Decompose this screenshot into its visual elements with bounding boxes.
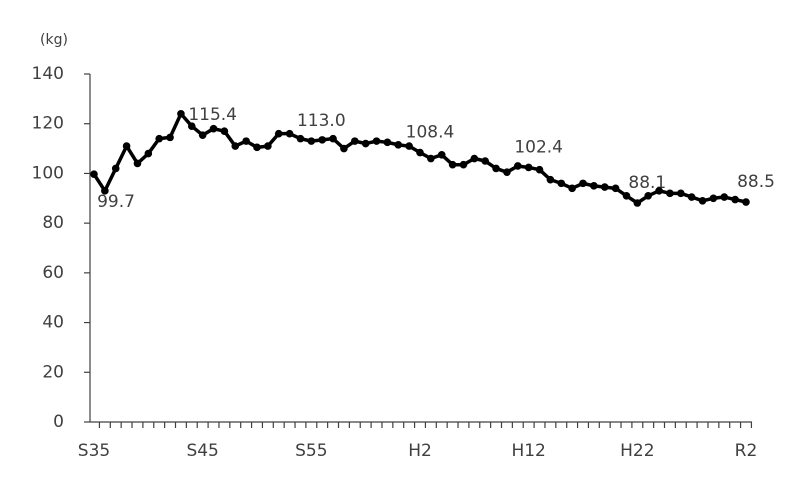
data-label: 108.4 (406, 123, 455, 143)
data-point (492, 164, 500, 173)
data-point (514, 162, 522, 170)
data-point (590, 182, 598, 190)
data-point (427, 154, 435, 163)
data-point (198, 131, 207, 139)
data-label: 88.5 (737, 172, 775, 192)
data-point (405, 142, 413, 150)
data-point (209, 124, 218, 133)
data-point (579, 179, 587, 188)
data-point (264, 142, 272, 150)
x-tick-label: H22 (620, 441, 654, 461)
x-tick-label: H2 (408, 441, 432, 461)
data-label: 99.7 (97, 192, 135, 212)
y-tick-label: 20 (42, 362, 64, 382)
data-point (383, 138, 392, 147)
data-point (144, 149, 153, 158)
data-point (220, 127, 229, 135)
x-tick-label: S35 (78, 441, 110, 461)
data-point (361, 139, 370, 148)
x-tick-label: H12 (511, 441, 545, 461)
y-tick-label: 0 (53, 412, 64, 432)
data-point (677, 189, 685, 198)
data-point (459, 160, 468, 169)
data-point (351, 137, 359, 145)
data-point (687, 193, 696, 201)
data-point (720, 193, 729, 201)
data-point (437, 150, 446, 159)
data-point (394, 141, 403, 149)
data-point (372, 137, 381, 145)
data-point (285, 129, 294, 138)
data-point (90, 170, 98, 178)
data-label: 115.4 (188, 105, 237, 125)
data-point (524, 163, 533, 172)
data-point (546, 175, 555, 184)
data-point (177, 109, 185, 118)
data-point (644, 192, 652, 200)
x-tick-label: S55 (295, 441, 327, 461)
data-point (481, 157, 490, 165)
y-tick-label: 100 (32, 163, 64, 183)
y-tick-label: 40 (42, 313, 64, 333)
data-point (133, 159, 142, 168)
data-point (731, 195, 739, 204)
data-point (611, 184, 620, 193)
data-point (242, 137, 250, 145)
data-point (318, 136, 327, 144)
data-point (274, 129, 283, 138)
data-point (709, 194, 718, 203)
data-point (155, 134, 163, 143)
y-tick-label: 140 (32, 64, 64, 84)
data-point (742, 198, 750, 206)
data-point (503, 168, 511, 176)
data-point (666, 189, 674, 198)
data-point (698, 196, 707, 205)
data-point (470, 154, 479, 163)
y-axis-label: (kg) (40, 32, 68, 48)
x-tick-label: S45 (186, 441, 218, 461)
y-tick-label: 120 (32, 114, 64, 134)
data-point (448, 160, 457, 169)
data-point (166, 133, 174, 142)
data-point (633, 199, 642, 207)
data-point (253, 143, 261, 152)
data-point (296, 134, 305, 143)
x-tick-label: R2 (735, 441, 758, 461)
data-label: 113.0 (297, 111, 346, 131)
data-point (622, 192, 631, 200)
data-point (101, 187, 109, 195)
data-point (111, 164, 120, 173)
data-point (329, 134, 337, 143)
data-point (188, 122, 196, 130)
data-point (307, 137, 316, 145)
data-point (557, 179, 566, 188)
data-point (600, 183, 609, 191)
data-label: 102.4 (514, 137, 563, 157)
data-point (416, 148, 424, 157)
y-tick-label: 80 (42, 213, 64, 233)
data-point (340, 144, 348, 153)
data-point (122, 142, 131, 150)
y-tick-label: 60 (42, 263, 64, 283)
data-point (568, 184, 576, 193)
data-point (655, 187, 663, 195)
data-point (231, 142, 240, 150)
data-point (535, 165, 544, 174)
